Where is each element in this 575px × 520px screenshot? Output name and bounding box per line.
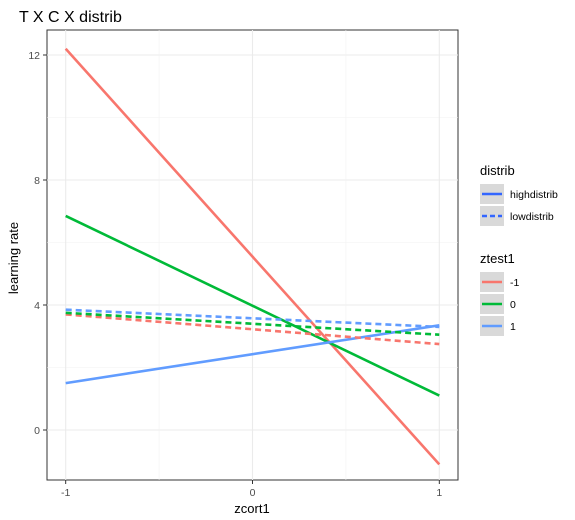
y-tick-label: 4 bbox=[34, 300, 40, 312]
legend-title: distrib bbox=[480, 163, 515, 178]
series-line-ztest1-1-highdistrib bbox=[65, 324, 440, 385]
legend-label: 0 bbox=[510, 299, 516, 311]
legend: distrib highdistrib lowdistrib ztest1 -1 0 1 bbox=[480, 163, 558, 336]
chart-title: T X C X distrib bbox=[19, 9, 122, 26]
y-tick-label: 12 bbox=[28, 50, 40, 62]
legend-label: -1 bbox=[510, 277, 519, 289]
y-tick-label: 8 bbox=[34, 175, 40, 187]
series-line-ztest1-1-lowdistrib bbox=[65, 308, 440, 329]
legend-label: lowdistrib bbox=[510, 211, 554, 223]
x-axis-ticks: -1 0 1 bbox=[61, 480, 442, 499]
y-tick-label: 0 bbox=[34, 425, 40, 437]
x-axis-title: zcort1 bbox=[234, 501, 269, 516]
legend-title: ztest1 bbox=[480, 251, 515, 266]
x-tick-label: 0 bbox=[250, 487, 256, 499]
y-axis-ticks: 0 4 8 12 bbox=[28, 50, 47, 437]
legend-label: 1 bbox=[510, 321, 516, 333]
series-line-ztest1-0-highdistrib bbox=[65, 214, 440, 397]
x-tick-label: -1 bbox=[61, 487, 70, 499]
series-layer bbox=[64, 47, 441, 466]
series-line-ztest1--1-lowdistrib bbox=[65, 313, 440, 346]
series-line-ztest1--1-highdistrib bbox=[64, 47, 441, 466]
series-line-ztest1-0-lowdistrib bbox=[65, 311, 440, 336]
x-tick-label: 1 bbox=[436, 487, 442, 499]
legend-label: highdistrib bbox=[510, 189, 558, 201]
y-axis-title: learning rate bbox=[6, 222, 21, 294]
